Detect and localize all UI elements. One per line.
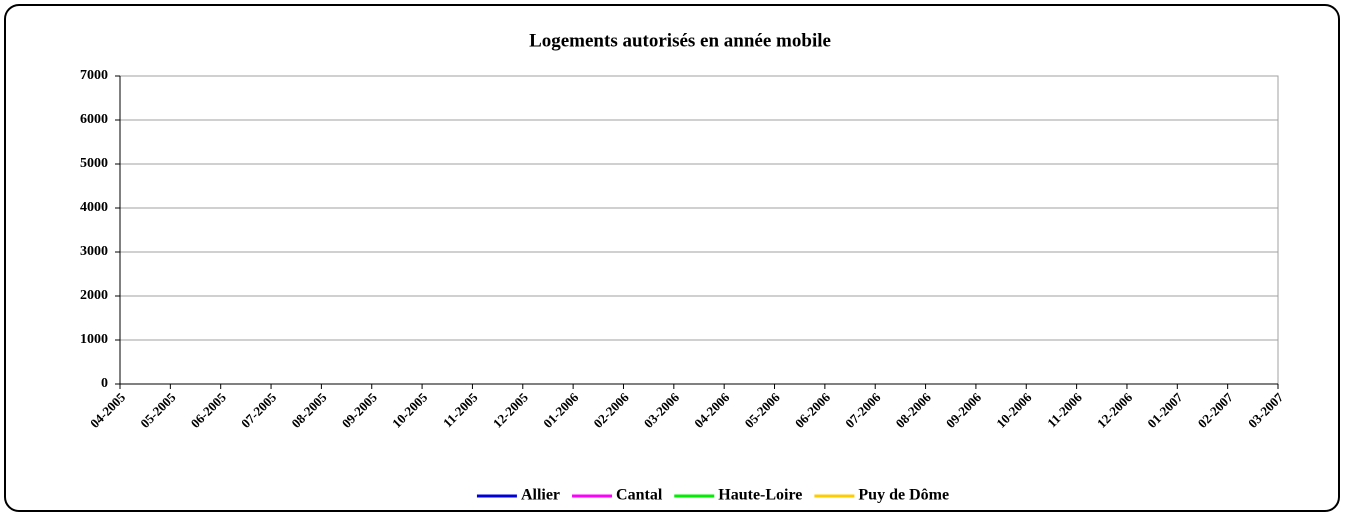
legend-label: Puy de Dôme — [858, 487, 949, 504]
legend: Allier Cantal Haute-Loire Puy de Dôme — [476, 487, 949, 504]
y-tick-label: 3000 — [80, 244, 108, 259]
legend-label: Haute-Loire — [718, 487, 802, 504]
legend-label: Cantal — [616, 487, 663, 504]
legend-label: Allier — [521, 487, 560, 504]
chart-frame — [4, 4, 1340, 512]
y-tick-label: 4000 — [80, 200, 108, 215]
y-tick-label: 7000 — [80, 68, 108, 83]
y-tick-label: 6000 — [80, 112, 108, 127]
y-tick-label: 1000 — [80, 332, 108, 347]
y-tick-label: 5000 — [80, 156, 108, 171]
y-tick-label: 0 — [101, 376, 108, 391]
chart-title: Logements autorisés en année mobile — [529, 30, 831, 51]
y-tick-label: 2000 — [80, 288, 108, 303]
